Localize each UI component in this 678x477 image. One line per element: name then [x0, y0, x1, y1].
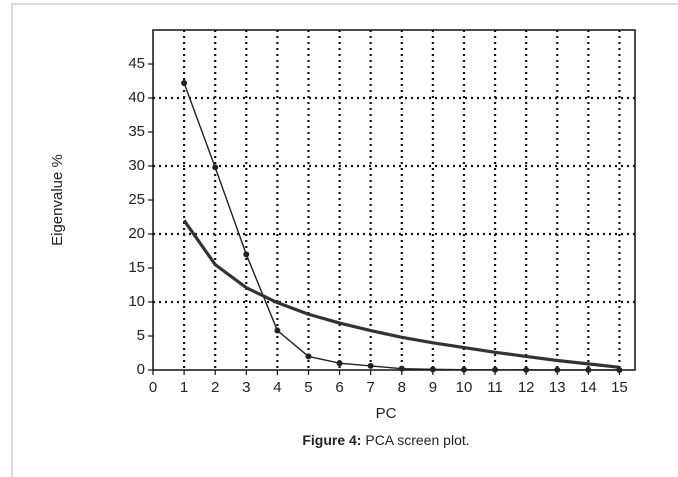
x-tick-label: 2	[211, 379, 219, 396]
page-border	[11, 3, 678, 477]
series-line	[182, 219, 620, 369]
caption-text: PCA screen plot.	[365, 432, 469, 448]
x-tick-label: 8	[398, 379, 406, 396]
x-tick-label: 7	[367, 379, 375, 396]
x-tick-label: 15	[611, 379, 628, 396]
x-tick-label: 11	[487, 379, 503, 396]
x-tick-label: 0	[149, 379, 157, 396]
x-tick-label: 14	[580, 379, 597, 396]
y-tick-label: 5	[137, 327, 145, 344]
point	[492, 366, 499, 373]
x-tick-label: 4	[273, 379, 281, 396]
y-tick-label: 30	[128, 157, 145, 174]
plot-frame	[152, 29, 636, 371]
x-tick-label: 1	[180, 379, 188, 396]
y-tick-label: 10	[128, 293, 145, 310]
y-tick-label: 40	[128, 89, 145, 106]
y-tick-label: 20	[128, 225, 145, 242]
x-tick-label: 13	[549, 379, 566, 396]
point	[274, 327, 281, 334]
point	[367, 362, 374, 369]
y-axis-label: Eigenvalue %	[49, 154, 66, 246]
x-tick-label: 3	[242, 379, 250, 396]
x-tick-label: 12	[518, 379, 535, 396]
x-axis-label: PC	[376, 405, 397, 422]
point	[460, 366, 467, 373]
point	[243, 251, 250, 258]
x-tick-label: 6	[335, 379, 343, 396]
point	[429, 366, 436, 373]
point	[398, 365, 405, 372]
y-tick-label: 25	[128, 191, 145, 208]
point	[554, 366, 561, 373]
point	[212, 164, 219, 171]
point	[585, 366, 592, 373]
point	[523, 366, 530, 373]
x-tick-label: 10	[456, 379, 473, 396]
point	[336, 360, 343, 367]
point	[305, 353, 312, 360]
point	[181, 80, 188, 87]
y-tick-label: 15	[128, 259, 145, 276]
caption: Figure 4: PCA screen plot.	[302, 432, 469, 448]
y-tick-label: 35	[128, 123, 145, 140]
x-tick-label: 9	[429, 379, 437, 396]
y-tick-label: 0	[137, 361, 145, 378]
caption-label: Figure 4:	[302, 432, 361, 448]
x-tick-label: 5	[304, 379, 312, 396]
y-tick-label: 45	[128, 55, 145, 72]
